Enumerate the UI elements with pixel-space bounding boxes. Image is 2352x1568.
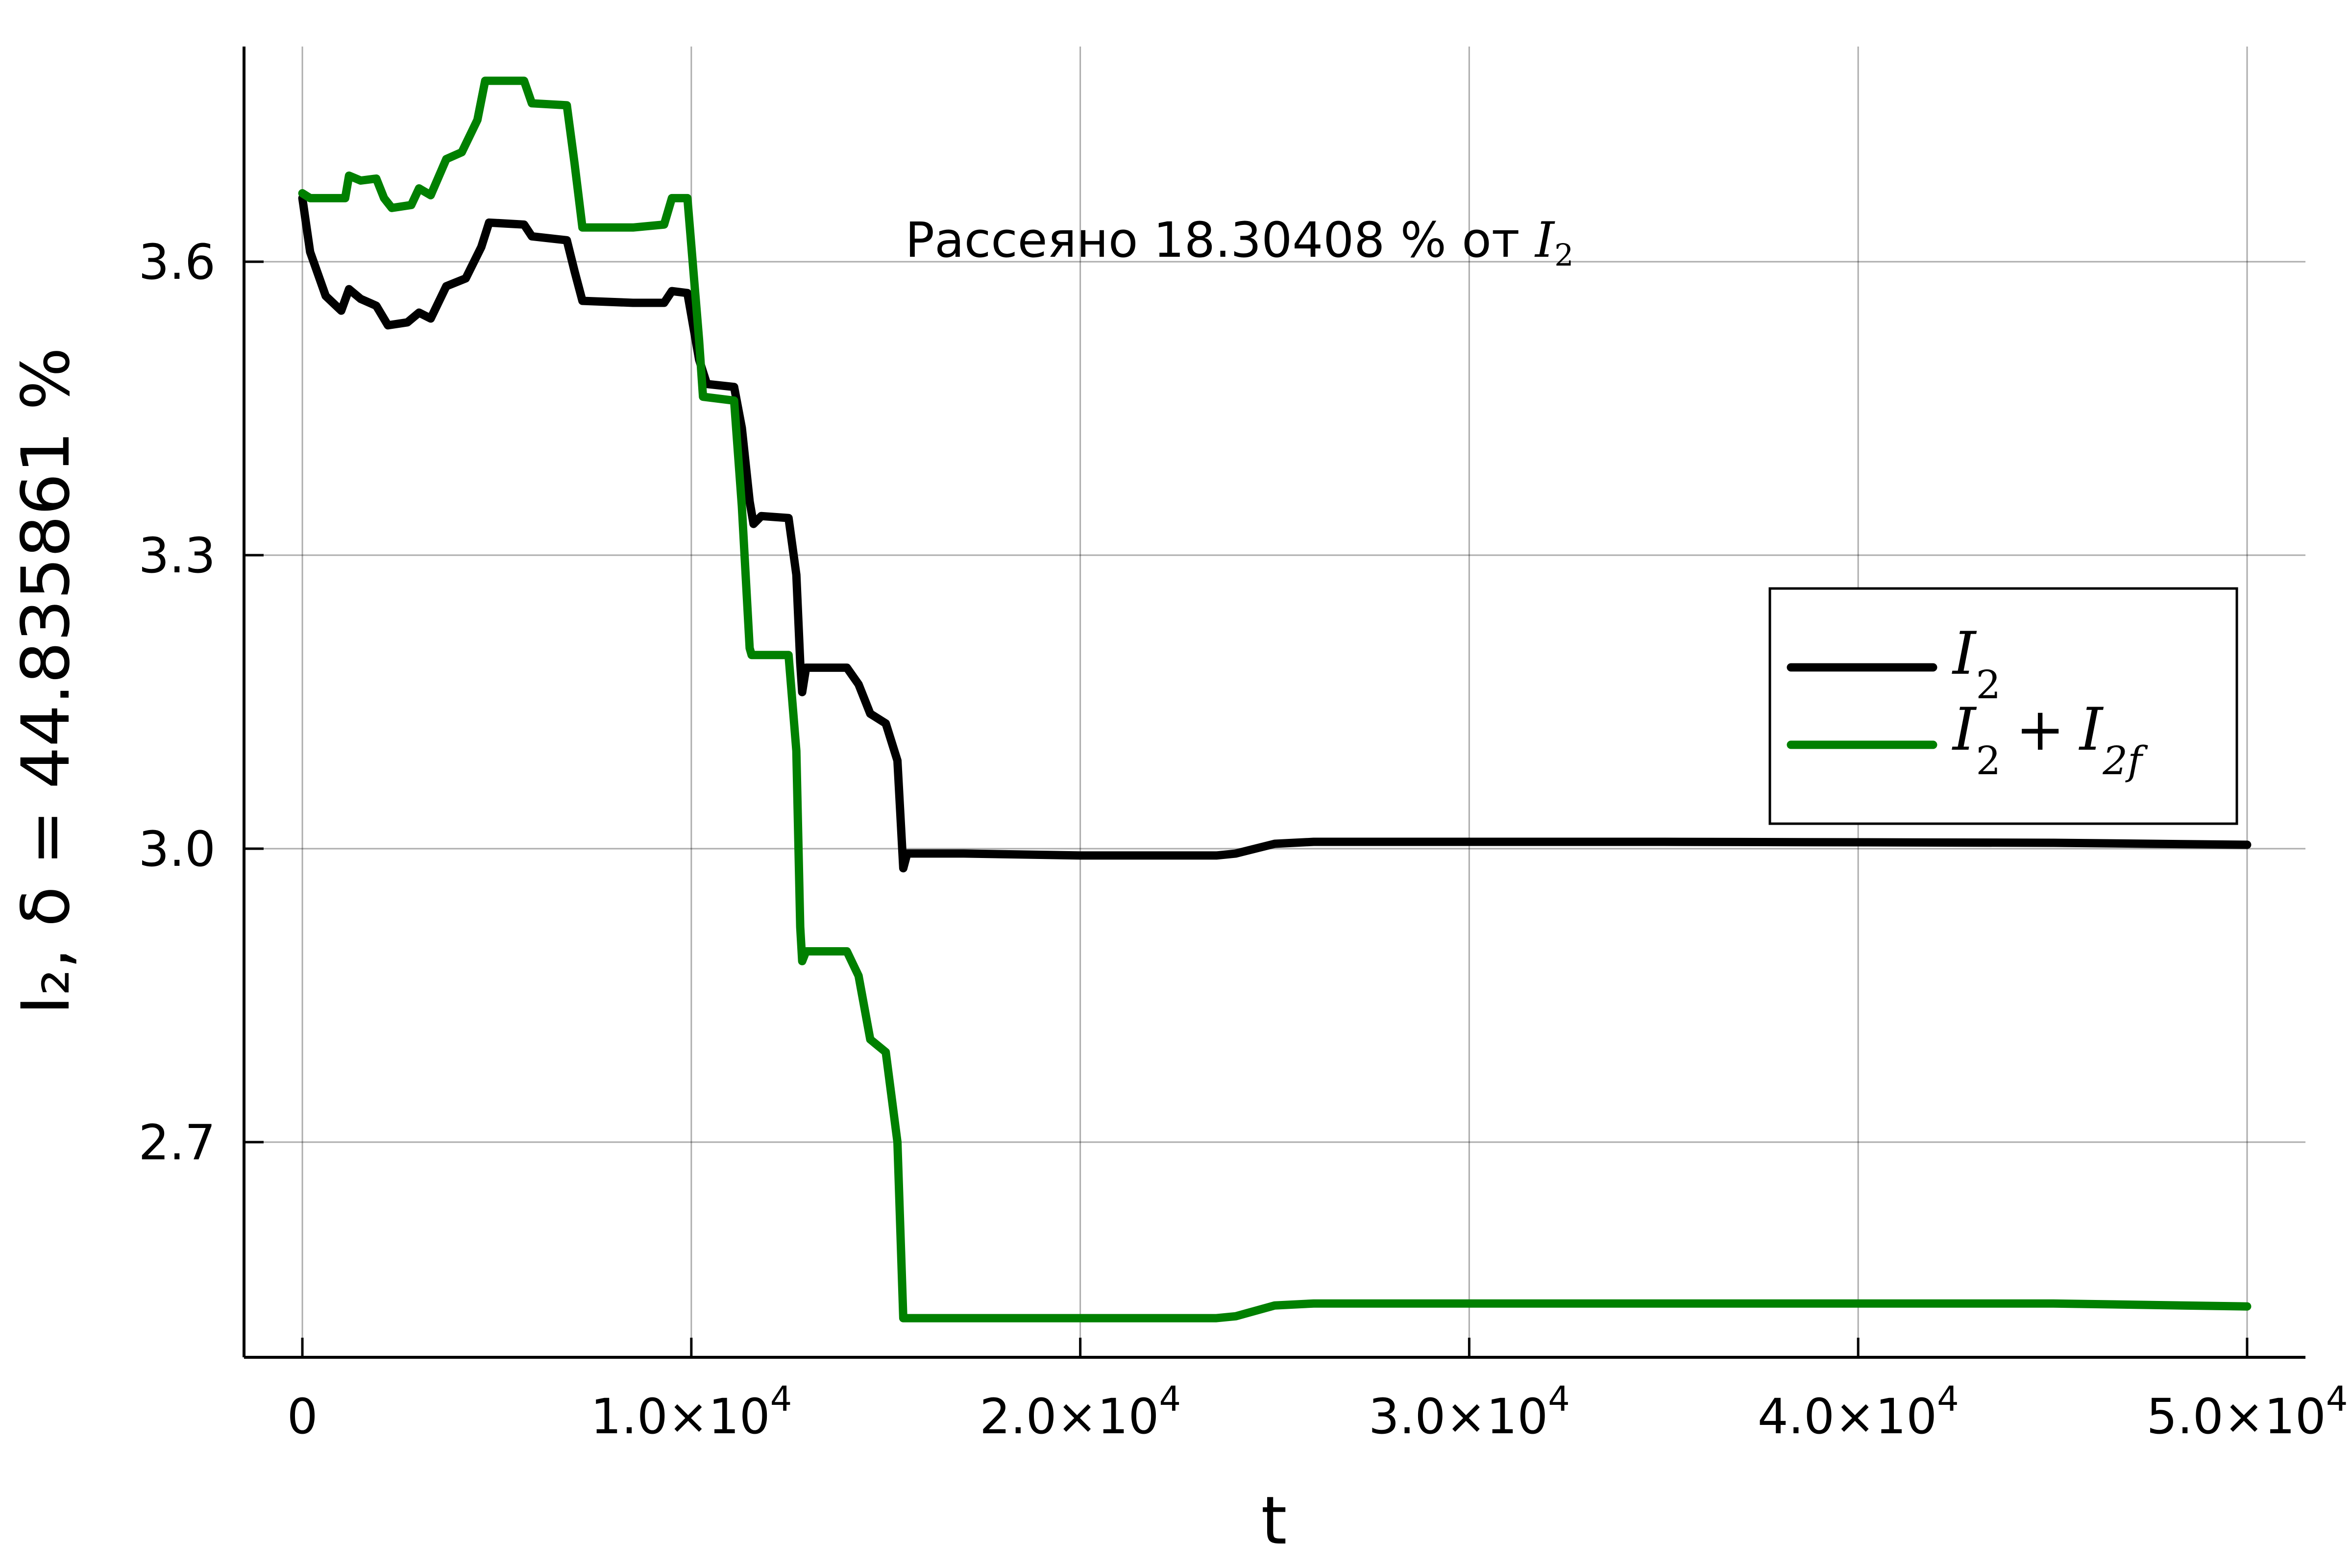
annotation-symbol: I [1534, 212, 1555, 269]
x-axis-title: t [1261, 1482, 1287, 1559]
grid [244, 47, 2305, 1357]
y-axis-title: I₂, δ = 44.835861 % [7, 347, 84, 1015]
x-tick-label: 5.0×104 [2146, 1379, 2348, 1445]
legend-sub: 2 [1976, 738, 2001, 784]
y-tick-label: 3.0 [139, 821, 216, 878]
legend-label-i2: I2 [1952, 620, 2001, 708]
y-tick-label: 3.3 [139, 528, 216, 584]
x-tick-label: 0 [287, 1389, 318, 1445]
legend-label-i2-plus-i2f: I2 + I2f [1952, 696, 2148, 784]
x-tick-exponent: 4 [1548, 1379, 1570, 1419]
x-tick-mantissa: 0 [287, 1389, 318, 1445]
y-tick-label: 2.7 [139, 1115, 216, 1171]
x-tick-label: 4.0×104 [1758, 1379, 1959, 1445]
x-tick-exponent: 4 [770, 1379, 792, 1419]
x-tick-mantissa: 4.0×10 [1758, 1389, 1937, 1445]
x-tick-exponent: 4 [1159, 1379, 1181, 1419]
series-layer [298, 76, 2252, 1323]
tick-labels: 0 1.0×104 2.0×104 3.0×104 4.0×104 5.0×1042.73… [139, 234, 2348, 1445]
x-tick-mantissa: 3.0×10 [1369, 1389, 1548, 1445]
legend: I2 I2 + I2f [1768, 587, 2238, 825]
x-tick-mantissa: 5.0×10 [2146, 1389, 2326, 1445]
legend-base: I [1952, 620, 1977, 688]
series-line-0 [298, 194, 2252, 873]
legend-base-2: I [2079, 696, 2104, 764]
legend-box [1768, 587, 2238, 825]
x-tick-mantissa: 1.0×10 [590, 1389, 770, 1445]
series-line-1 [298, 76, 2252, 1323]
x-tick-mantissa: 2.0×10 [980, 1389, 1159, 1445]
annotation-label: Рассеяно 18.30408 % от [905, 212, 1535, 269]
x-tick-exponent: 4 [2326, 1379, 2348, 1419]
annotation-text: Рассеяно 18.30408 % от I2 [905, 212, 1573, 273]
x-tick-exponent: 4 [1937, 1379, 1959, 1419]
axes [243, 47, 2305, 1359]
annotation-subscript: 2 [1554, 237, 1573, 273]
legend-plus: + [2015, 696, 2065, 764]
y-tick-label: 3.6 [139, 234, 216, 291]
legend-sub-2f: 2f [2102, 738, 2148, 784]
x-tick-label: 2.0×104 [980, 1379, 1181, 1445]
legend-base: I [1952, 696, 1977, 764]
x-tick-label: 1.0×104 [590, 1379, 792, 1445]
legend-entry-i2: I2 [1787, 620, 2001, 708]
legend-sub: 2 [1976, 662, 2001, 708]
legend-entry-i2-plus-i2f: I2 + I2f [1787, 696, 2148, 784]
x-tick-label: 3.0×104 [1369, 1379, 1570, 1445]
